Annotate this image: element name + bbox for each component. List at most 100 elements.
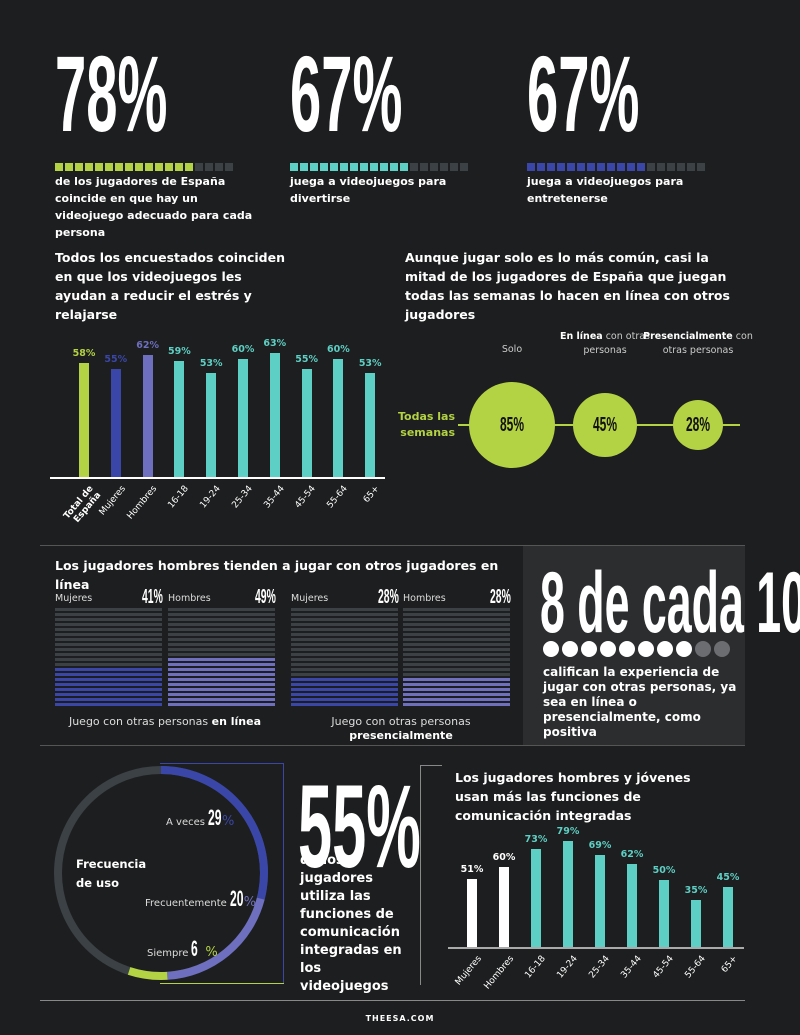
stripe <box>55 678 162 681</box>
rating-big: 8 de cada 10 <box>540 555 800 651</box>
bar <box>531 849 541 947</box>
stripe <box>403 693 510 696</box>
stripe <box>55 608 162 611</box>
square-filled <box>567 163 575 171</box>
stripe <box>403 643 510 646</box>
stripe <box>403 638 510 641</box>
bar <box>110 368 121 477</box>
square-empty <box>420 163 428 171</box>
square-filled <box>577 163 585 171</box>
stripe <box>168 678 275 681</box>
square-empty <box>647 163 655 171</box>
square-empty <box>460 163 468 171</box>
rating-panel: 8 de cada 10 califican la experiencia de… <box>523 546 800 745</box>
stripe <box>403 688 510 691</box>
stripe <box>168 688 275 691</box>
stripe <box>291 683 398 686</box>
column-label: Solo <box>452 343 572 357</box>
rating-dots <box>543 641 730 657</box>
section2-left-heading: Todos los encuestados coinciden en que l… <box>55 250 285 322</box>
stripe <box>291 698 398 701</box>
bar <box>627 863 637 947</box>
square-filled <box>340 163 348 171</box>
tick-label: 35-44 <box>261 484 287 511</box>
group-item-name: Hombres <box>168 593 211 604</box>
slice-value: 6 <box>191 936 199 961</box>
square-empty <box>687 163 695 171</box>
caption-bold: en línea <box>211 715 262 728</box>
caption-text: Juego con otras personas <box>331 715 471 728</box>
group-caption: Juego con otras personas presencialmente <box>291 715 511 743</box>
stripe-column <box>291 608 398 708</box>
bar-label: 60% <box>231 343 255 355</box>
stripe <box>291 608 398 611</box>
square-filled <box>527 163 535 171</box>
stripe <box>291 668 398 671</box>
square-filled <box>85 163 93 171</box>
donut-label: Siempre 6% <box>147 936 218 962</box>
stripe <box>55 683 162 686</box>
stripe <box>168 618 275 621</box>
percent-sign: % <box>243 895 257 910</box>
donut-label: A veces 29% <box>166 805 234 831</box>
rating-caption: califican la experiencia de jugar con ot… <box>543 665 737 739</box>
rating-dot <box>714 641 730 657</box>
section4-heading: Los jugadores hombres y jóvenes usan más… <box>455 770 691 823</box>
bracket-side <box>283 763 284 983</box>
stripe <box>168 698 275 701</box>
bar-label: 55% <box>104 353 128 365</box>
bar <box>333 358 344 477</box>
tick-label: Mujeres <box>97 484 128 518</box>
bar-label: 53% <box>199 357 223 369</box>
square-empty <box>667 163 675 171</box>
stripe <box>291 638 398 641</box>
bar <box>467 878 477 947</box>
square-empty <box>225 163 233 171</box>
stripe-column <box>55 608 162 708</box>
stripe <box>55 618 162 621</box>
slice-name: Siempre <box>147 948 189 959</box>
stripe <box>403 628 510 631</box>
bar-label: 60% <box>492 851 516 863</box>
stripe <box>291 643 398 646</box>
stripe <box>168 623 275 626</box>
stripe <box>55 693 162 696</box>
stripe <box>168 658 275 661</box>
group-caption: Juego con otras personas en línea <box>55 715 275 729</box>
stripe <box>403 653 510 656</box>
slice-name: Frecuentemente <box>145 898 227 909</box>
stripe <box>291 693 398 696</box>
bar-label: 35% <box>684 885 708 897</box>
group-item-value: 28% <box>378 586 399 608</box>
stripe <box>168 613 275 616</box>
column-label-bold: Presencialmente <box>643 331 733 342</box>
bubble-value: 45% <box>592 413 618 436</box>
stripe <box>291 688 398 691</box>
stripe <box>291 628 398 631</box>
group-item-value: 49% <box>255 586 276 608</box>
stripe <box>291 703 398 706</box>
bar-label: 63% <box>263 337 287 349</box>
rating-dot <box>619 641 635 657</box>
stripe <box>403 613 510 616</box>
divider <box>40 545 745 546</box>
tick-label: Hombres <box>481 954 516 992</box>
tick-label: Mujeres <box>453 954 484 988</box>
stripe <box>403 698 510 701</box>
tick-label: 19-24 <box>555 954 580 981</box>
stat-caption: juega a videojuegos para divertirse <box>290 175 447 205</box>
tick-label: 35-44 <box>619 954 644 981</box>
bubble-value: 85% <box>499 413 525 436</box>
square-filled <box>165 163 173 171</box>
slice-value: 20 <box>229 886 244 911</box>
stripe <box>168 673 275 676</box>
square-filled <box>155 163 163 171</box>
bar <box>142 354 153 477</box>
bracket-line <box>420 765 421 985</box>
bar-label: 58% <box>72 347 96 359</box>
rating-dot <box>562 641 578 657</box>
bar-label: 55% <box>295 353 318 365</box>
x-axis <box>50 477 385 479</box>
stripe <box>168 638 275 641</box>
bubble: 85% <box>469 382 555 468</box>
